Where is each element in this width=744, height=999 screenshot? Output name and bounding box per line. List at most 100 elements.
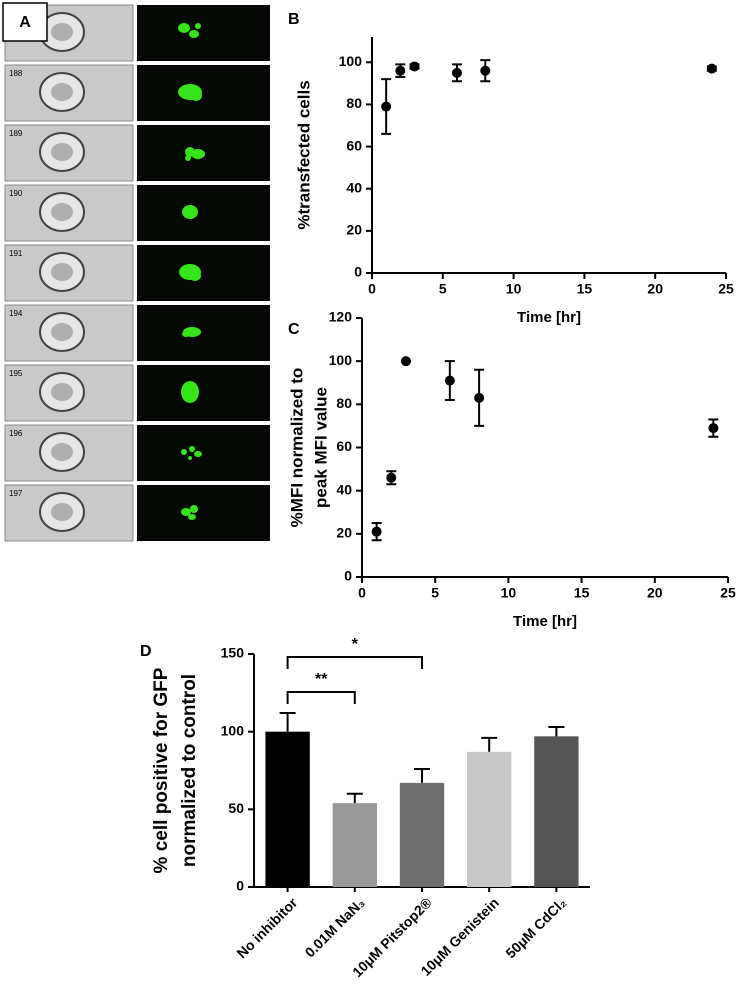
fluorescence-image — [137, 305, 270, 361]
cell-interior — [51, 323, 73, 341]
x-tick-label: 5 — [431, 585, 439, 601]
cell-id: 195 — [9, 369, 23, 378]
y-axis-label: %MFI normalized to — [287, 368, 306, 528]
gfp-signal — [182, 331, 190, 337]
y-tick-label: 120 — [329, 309, 353, 325]
x-tick-label: 5 — [439, 281, 447, 297]
data-point — [480, 65, 491, 76]
cell-id: 196 — [9, 429, 23, 438]
y-tick-label: 40 — [336, 481, 352, 497]
data-point — [474, 392, 485, 403]
y-tick-label: 80 — [336, 395, 352, 411]
x-tick-label: 10 — [506, 281, 522, 297]
x-tick-label: 20 — [647, 281, 663, 297]
x-tick-label: 50μM CdCl₂ — [502, 894, 569, 961]
x-axis-label: Time [hr] — [513, 613, 577, 630]
cell-interior — [51, 443, 73, 461]
cell-id: 189 — [9, 129, 23, 138]
error-bar — [548, 726, 565, 737]
y-tick-label: 0 — [344, 568, 352, 584]
bar — [399, 782, 445, 887]
gfp-signal — [189, 30, 199, 38]
data-point — [708, 423, 719, 434]
panel-label-box — [2, 2, 48, 42]
cell-id: 197 — [9, 489, 23, 498]
x-tick-label: 25 — [718, 281, 734, 297]
x-tick-label: 0 — [368, 281, 376, 297]
y-tick-label: 0 — [236, 878, 244, 894]
gfp-signal — [181, 449, 187, 455]
gfp-signal — [182, 205, 198, 219]
y-tick-label: 60 — [346, 137, 362, 153]
x-tick-label: 0.01M NaN₃ — [302, 894, 368, 960]
y-tick-label: 20 — [336, 525, 352, 541]
gfp-signal — [189, 271, 201, 281]
axis-line — [371, 37, 726, 274]
gfp-signal — [181, 381, 199, 403]
data-point — [451, 67, 462, 78]
cell-interior — [51, 143, 73, 161]
gfp-signal — [195, 23, 201, 29]
significance-label: * — [352, 636, 359, 653]
data-point — [371, 526, 382, 537]
error-bar — [481, 736, 498, 752]
bar — [534, 736, 579, 887]
panel-label: A — [19, 14, 31, 31]
gfp-signal — [190, 505, 198, 513]
y-axis-label: % cell positive for GFP — [151, 667, 172, 873]
y-tick-label: 20 — [346, 222, 362, 238]
x-axis-label: Time [hr] — [517, 309, 581, 326]
gfp-signal — [194, 451, 202, 457]
y-tick-label: 40 — [346, 179, 362, 195]
bar — [332, 803, 377, 887]
error-bar — [346, 792, 363, 804]
y-tick-label: 80 — [346, 95, 362, 111]
gfp-signal — [191, 149, 205, 159]
panel-label: C — [288, 321, 300, 338]
x-tick-label: 20 — [647, 585, 663, 601]
gfp-signal — [188, 514, 196, 520]
y-axis-label: %transfected cells — [294, 80, 313, 229]
data-point — [444, 375, 455, 386]
x-tick-label: No inhibitor — [233, 894, 300, 961]
cell-interior — [51, 383, 73, 401]
x-tick-label: 10 — [501, 585, 517, 601]
significance-bracket — [286, 656, 423, 669]
gfp-signal — [188, 456, 192, 460]
y-tick-label: 150 — [221, 645, 245, 661]
significance-bracket — [286, 691, 356, 704]
x-tick-label: 15 — [574, 585, 590, 601]
significance-label: ** — [315, 671, 328, 688]
fluorescence-image — [137, 5, 270, 61]
fluorescence-image — [137, 425, 270, 481]
x-tick-label: 0 — [358, 585, 366, 601]
cell-id: 191 — [9, 249, 23, 258]
cell-interior — [51, 203, 73, 221]
cell-interior — [51, 23, 73, 41]
y-tick-label: 100 — [339, 53, 363, 69]
y-axis-label: normalized to control — [179, 674, 200, 867]
axis-line — [361, 318, 728, 578]
fluorescence-image — [137, 485, 270, 541]
data-point — [381, 101, 392, 112]
data-point — [386, 472, 397, 483]
x-tick-label: 25 — [720, 585, 736, 601]
panel-label: B — [288, 11, 300, 28]
data-point — [409, 61, 420, 72]
error-bar — [279, 712, 296, 732]
fluorescence-image — [137, 65, 270, 121]
gfp-signal — [181, 508, 191, 516]
cell-id: 194 — [9, 309, 23, 318]
fluorescence-image — [137, 185, 270, 241]
cell-interior — [51, 503, 73, 521]
bar — [467, 751, 512, 887]
fluorescence-image — [137, 245, 270, 301]
panel-label: D — [140, 643, 152, 660]
y-tick-label: 0 — [354, 264, 362, 280]
cell-id: 190 — [9, 189, 23, 198]
y-tick-label: 100 — [221, 722, 245, 738]
x-tick-label: 15 — [577, 281, 593, 297]
y-axis-label: peak MFI value — [311, 387, 330, 508]
data-point — [395, 65, 406, 76]
